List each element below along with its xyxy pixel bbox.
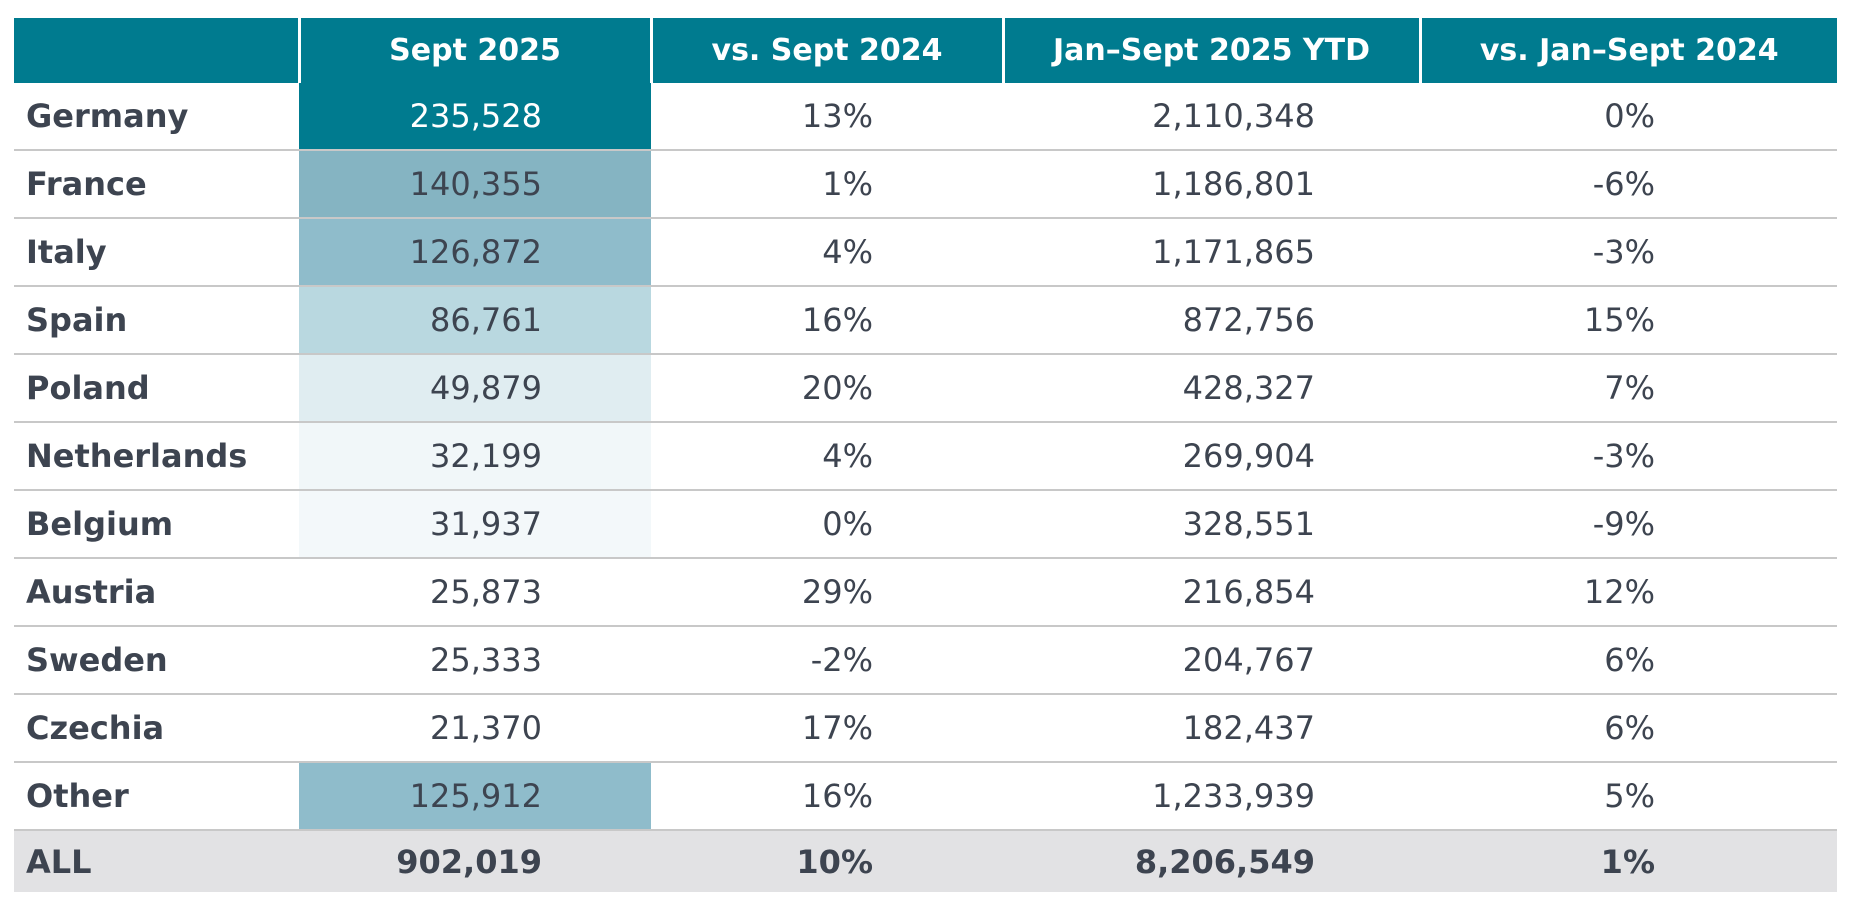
row-label: Spain (14, 286, 299, 355)
header-cell (14, 18, 299, 83)
table-row: Austria 25,873 29% 216,854 12% (14, 558, 1837, 627)
cell: 1,233,939 (1003, 762, 1420, 831)
cell: 0% (1420, 83, 1837, 151)
cell: 86,761 (299, 286, 651, 355)
row-label: Sweden (14, 626, 299, 695)
cell: 140,355 (299, 150, 651, 219)
cell: 21,370 (299, 694, 651, 763)
cell: 17% (651, 694, 1003, 763)
data-table: Sept 2025 vs. Sept 2024 Jan–Sept 2025 YTD v… (14, 18, 1837, 892)
cell: 7% (1420, 354, 1837, 423)
header-cell: Sept 2025 (297, 18, 651, 83)
cell: 20% (651, 354, 1003, 423)
header-cell: Jan–Sept 2025 YTD (1001, 18, 1420, 83)
cell: 1,186,801 (1003, 150, 1420, 219)
cell: 49,879 (299, 354, 651, 423)
cell: 25,873 (299, 558, 651, 627)
cell: 12% (1420, 558, 1837, 627)
table-row: Sweden 25,333 -2% 204,767 6% (14, 626, 1837, 695)
cell: 16% (651, 286, 1003, 355)
table-row: Czechia 21,370 17% 182,437 6% (14, 694, 1837, 763)
cell: 29% (651, 558, 1003, 627)
row-label: Other (14, 762, 299, 831)
row-label: France (14, 150, 299, 219)
row-label: Belgium (14, 490, 299, 559)
cell: 25,333 (299, 626, 651, 695)
cell: 126,872 (299, 218, 651, 287)
table-row: Netherlands 32,199 4% 269,904 -3% (14, 422, 1837, 491)
row-label: Poland (14, 354, 299, 423)
header-row: Sept 2025 vs. Sept 2024 Jan–Sept 2025 YTD v… (14, 18, 1837, 83)
cell: -3% (1420, 218, 1837, 287)
table-row: Other 125,912 16% 1,233,939 5% (14, 762, 1837, 831)
cell: 204,767 (1003, 626, 1420, 695)
cell: 1% (1420, 830, 1837, 892)
row-label: Italy (14, 218, 299, 287)
cell: 428,327 (1003, 354, 1420, 423)
cell: 2,110,348 (1003, 83, 1420, 151)
row-label: Austria (14, 558, 299, 627)
cell: 6% (1420, 626, 1837, 695)
row-label: ALL (14, 830, 299, 892)
cell: 235,528 (299, 83, 651, 151)
cell: 269,904 (1003, 422, 1420, 491)
cell: 328,551 (1003, 490, 1420, 559)
cell: -2% (651, 626, 1003, 695)
cell: 4% (651, 218, 1003, 287)
cell: -9% (1420, 490, 1837, 559)
cell: 0% (651, 490, 1003, 559)
table-row: France 140,355 1% 1,186,801 -6% (14, 150, 1837, 219)
cell: 902,019 (299, 830, 651, 892)
cell: 1,171,865 (1003, 218, 1420, 287)
cell: 125,912 (299, 762, 651, 831)
table-row: Belgium 31,937 0% 328,551 -9% (14, 490, 1837, 559)
cell: 13% (651, 83, 1003, 151)
cell: 5% (1420, 762, 1837, 831)
cell: 31,937 (299, 490, 651, 559)
cell: 4% (651, 422, 1003, 491)
cell: 216,854 (1003, 558, 1420, 627)
total-row: ALL 902,019 10% 8,206,549 1% (14, 830, 1837, 892)
cell: 16% (651, 762, 1003, 831)
row-label: Germany (14, 83, 299, 151)
cell: 15% (1420, 286, 1837, 355)
row-label: Netherlands (14, 422, 299, 491)
cell: 6% (1420, 694, 1837, 763)
cell: 1% (651, 150, 1003, 219)
cell: 8,206,549 (1003, 830, 1420, 892)
header-cell: vs. Sept 2024 (649, 18, 1003, 83)
cell: 182,437 (1003, 694, 1420, 763)
cell: -6% (1420, 150, 1837, 219)
table-row: Italy 126,872 4% 1,171,865 -3% (14, 218, 1837, 287)
cell: 10% (651, 830, 1003, 892)
table-row: Germany 235,528 13% 2,110,348 0% (14, 83, 1837, 151)
cell: -3% (1420, 422, 1837, 491)
row-label: Czechia (14, 694, 299, 763)
table-row: Poland 49,879 20% 428,327 7% (14, 354, 1837, 423)
cell: 32,199 (299, 422, 651, 491)
cell: 872,756 (1003, 286, 1420, 355)
table-row: Spain 86,761 16% 872,756 15% (14, 286, 1837, 355)
header-cell: vs. Jan–Sept 2024 (1418, 18, 1837, 83)
